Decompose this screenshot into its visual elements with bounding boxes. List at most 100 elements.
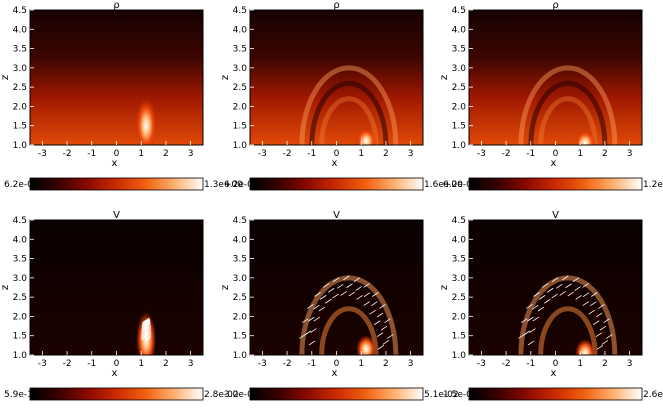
x-tick-label: 1: [577, 149, 583, 159]
vector-arrow: [575, 295, 582, 300]
x-axis-label: x: [112, 368, 118, 379]
colorbar-max-label: 1.3e+00: [204, 180, 243, 190]
structure-arc: [528, 290, 608, 355]
heatmap: [469, 10, 642, 145]
vector-arrow: [363, 301, 370, 306]
y-tick-label: 1.0: [13, 351, 28, 361]
vector-arrow: [567, 291, 575, 297]
y-tick-label: 3.5: [452, 45, 466, 55]
vector-arrow: [582, 283, 589, 288]
colorbar: [249, 177, 424, 191]
panel-title: ρ: [333, 0, 339, 11]
structure-arc: [309, 290, 389, 355]
velocity-vectors: [141, 317, 152, 342]
y-axis-label: z: [220, 75, 231, 80]
colorbar-min-label: 6.2e-01: [443, 180, 478, 190]
colorbar: [29, 177, 204, 191]
x-tick-label: 3: [408, 359, 414, 369]
colorbar-max-label: 5.1e-02: [424, 390, 459, 400]
colorbar-min-label: 6.2e-01: [224, 180, 259, 190]
structure-arc: [538, 96, 598, 145]
vector-arrow: [387, 334, 394, 339]
vector-arrow: [379, 304, 386, 309]
vector-arrow: [562, 275, 569, 281]
vector-arrow: [518, 334, 525, 339]
vector-arrow: [588, 309, 595, 315]
vector-arrow: [538, 295, 546, 300]
velocity-vectors: [299, 275, 394, 350]
x-tick-label: 2: [383, 149, 389, 159]
panel-title: ρ: [113, 0, 119, 11]
panel-3: ρ -3 -2 -1 0 1 2 3 x 1.0 1.5 2.0 2.5 3.0 3.5 4.0 4.5 z 6.2…: [439, 0, 663, 191]
vector-arrow: [555, 283, 563, 289]
structure-arc: [538, 306, 598, 355]
y-tick-label: 4.0: [13, 25, 28, 35]
x-tick-label: 3: [627, 359, 633, 369]
structure-arc: [309, 80, 389, 145]
vector-arrow: [572, 277, 579, 283]
x-tick-label: 3: [627, 149, 633, 159]
y-tick-label: 2.0: [13, 312, 28, 322]
x-tick-label: -3: [477, 149, 486, 159]
y-tick-label: 3.0: [233, 274, 248, 284]
vector-arrow: [527, 340, 535, 346]
vector-arrow: [532, 304, 539, 310]
vector-arrow: [325, 298, 332, 304]
vector-arrow: [299, 334, 306, 339]
vector-arrow: [144, 332, 152, 338]
vector-arrow: [529, 328, 536, 333]
vector-arrow: [565, 283, 572, 289]
x-axis-label: x: [332, 368, 338, 379]
structure-arc: [518, 275, 618, 355]
vector-arrow: [521, 318, 528, 324]
vector-arrow: [141, 321, 149, 327]
vector-arrow: [313, 316, 321, 322]
colorbar-min-label: 1.5e-08: [443, 390, 478, 400]
colorbar-max-label: 1.6e+00: [424, 180, 463, 190]
x-axis-label: x: [332, 158, 338, 169]
vector-arrow: [308, 340, 316, 346]
x-axis-label: x: [112, 158, 118, 169]
y-tick-label: 3.0: [13, 274, 28, 284]
y-axis-label: z: [0, 285, 11, 290]
structure-arc: [518, 65, 618, 145]
x-tick-label: -3: [38, 149, 47, 159]
vector-arrow: [322, 283, 330, 288]
colorbar: [29, 387, 204, 401]
x-tick-label: 3: [408, 149, 414, 159]
y-tick-label: 3.5: [13, 45, 27, 55]
y-tick-label: 1.0: [452, 141, 467, 151]
y-tick-label: 4.5: [233, 216, 247, 226]
vector-arrow: [142, 319, 149, 325]
vector-arrow: [346, 283, 353, 289]
x-tick-label: 2: [602, 359, 608, 369]
vector-arrow: [302, 318, 309, 324]
y-tick-label: 1.5: [233, 332, 247, 342]
vector-arrow: [373, 320, 381, 326]
y-tick-label: 1.5: [452, 122, 466, 132]
y-tick-label: 3.5: [233, 45, 247, 55]
y-tick-label: 1.0: [233, 141, 248, 151]
vector-arrow: [526, 316, 534, 322]
y-tick-label: 2.5: [452, 293, 466, 303]
vector-arrow: [141, 327, 148, 332]
y-tick-label: 2.0: [233, 312, 248, 322]
vector-arrow: [592, 320, 600, 326]
x-tick-label: -2: [283, 359, 292, 369]
vector-arrow: [313, 304, 320, 310]
vector-arrow: [523, 330, 531, 336]
vector-arrow: [544, 298, 551, 304]
panel-title: V: [113, 210, 120, 221]
structure-arc: [319, 306, 379, 355]
vector-arrow: [348, 291, 356, 297]
vector-arrow: [353, 277, 360, 283]
bright-blob: [135, 97, 158, 145]
y-tick-label: 3.5: [233, 255, 247, 265]
vector-arrow: [590, 301, 597, 306]
y-tick-label: 2.5: [13, 83, 27, 93]
vector-arrow: [144, 328, 152, 334]
vector-arrow: [328, 287, 335, 293]
x-tick-label: 1: [358, 149, 364, 159]
colorbar-max-label: 2.8e-02: [204, 390, 239, 400]
y-axis-label: z: [0, 75, 11, 80]
